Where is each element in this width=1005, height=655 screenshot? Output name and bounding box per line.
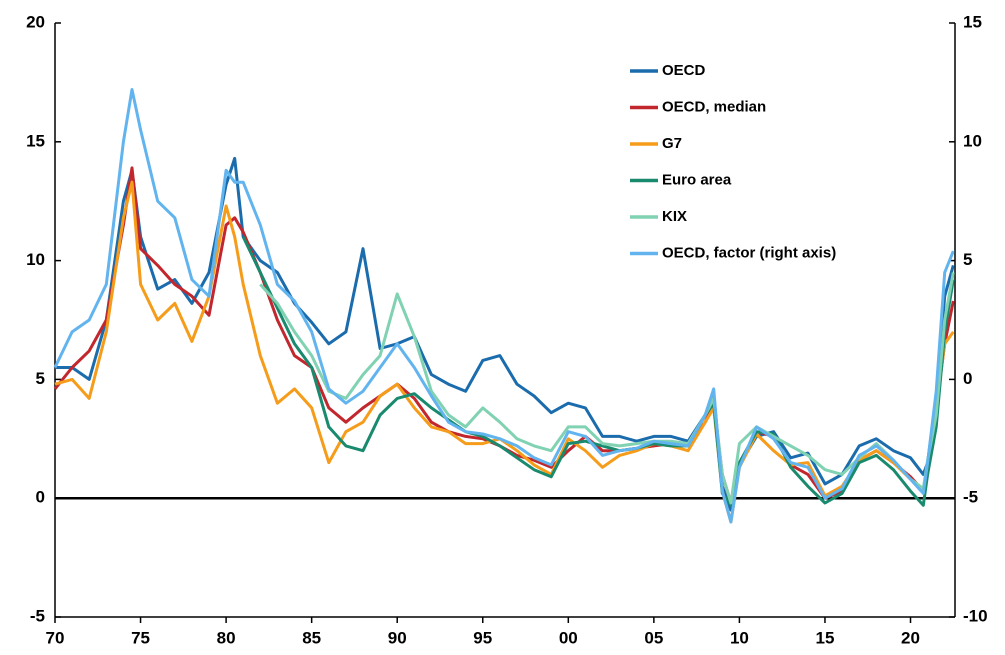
- y2-tick-label: -10: [963, 606, 988, 625]
- y2-tick-label: 0: [963, 369, 972, 388]
- y-tick-label: 5: [36, 369, 45, 388]
- x-tick-label: 05: [644, 628, 663, 647]
- y2-tick-label: 10: [963, 131, 982, 150]
- y2-tick-label: -5: [963, 488, 978, 507]
- y-tick-label: -5: [30, 606, 45, 625]
- series-line: [54, 180, 955, 524]
- y2-tick-label: 5: [963, 250, 972, 269]
- x-tick-label: 20: [901, 628, 920, 647]
- y-tick-label: 10: [26, 250, 45, 269]
- x-tick-label: 00: [559, 628, 578, 647]
- y-tick-label: 0: [36, 488, 45, 507]
- series-line: [55, 156, 955, 512]
- x-tick-label: 85: [302, 628, 321, 647]
- y2-tick-label: 15: [963, 12, 982, 31]
- y-tick-label: 20: [26, 12, 45, 31]
- legend-label: OECD: [662, 62, 706, 79]
- x-tick-label: 15: [816, 628, 835, 647]
- legend-label: KIX: [662, 208, 687, 225]
- x-tick-label: 80: [217, 628, 236, 647]
- x-tick-label: 10: [730, 628, 749, 647]
- legend-label: Euro area: [662, 171, 732, 188]
- x-tick-label: 75: [131, 628, 150, 647]
- series-line: [53, 88, 955, 524]
- x-tick-label: 70: [46, 628, 65, 647]
- x-tick-label: 95: [473, 628, 492, 647]
- legend-label: G7: [662, 135, 682, 152]
- legend-label: OECD, factor (right axis): [662, 244, 836, 261]
- legend-label: OECD, median: [662, 98, 766, 115]
- y-tick-label: 15: [26, 131, 45, 150]
- x-tick-label: 90: [388, 628, 407, 647]
